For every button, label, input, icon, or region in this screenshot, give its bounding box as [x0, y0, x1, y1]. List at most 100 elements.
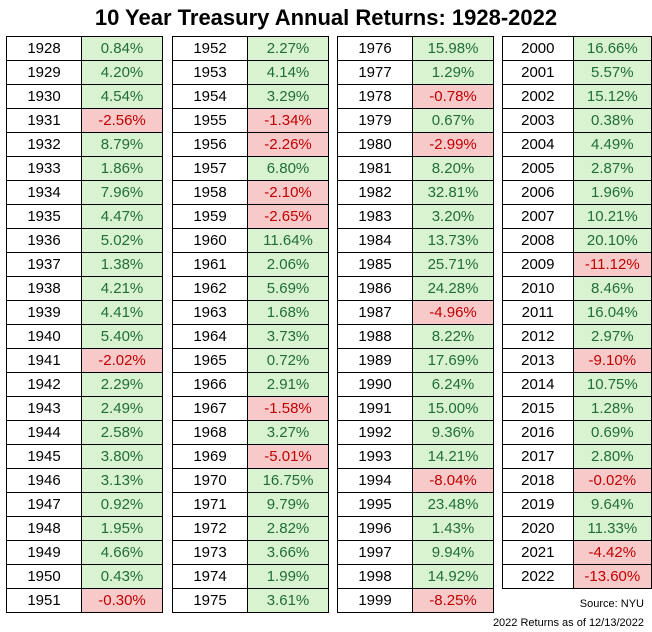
return-cell: 0.38% — [572, 108, 652, 133]
table-row: 1945 3.80% — [6, 444, 163, 469]
table-row: 2005 2.87% — [502, 156, 652, 181]
table-row: 1994 -8.04% — [337, 468, 494, 493]
table-row: 1965 0.72% — [172, 348, 329, 373]
return-cell: 4.54% — [81, 84, 163, 109]
year-cell: 1975 — [172, 588, 248, 613]
return-cell: -1.34% — [247, 108, 329, 133]
table-row: 2018 -0.02% — [502, 468, 652, 493]
return-cell: -2.02% — [81, 348, 163, 373]
year-cell: 1943 — [6, 396, 82, 421]
return-cell: 1.95% — [81, 516, 163, 541]
year-cell: 1959 — [172, 204, 248, 229]
year-cell: 1979 — [337, 108, 413, 133]
return-cell: 2.29% — [81, 372, 163, 397]
source-note: Source: NYU — [579, 598, 644, 610]
table-row: 1997 9.94% — [337, 540, 494, 565]
table-row: 1939 4.41% — [6, 300, 163, 325]
year-cell: 2015 — [502, 396, 574, 421]
table-row: 2012 2.97% — [502, 324, 652, 349]
year-cell: 1932 — [6, 132, 82, 157]
table-row: 1954 3.29% — [172, 84, 329, 109]
year-cell: 1936 — [6, 228, 82, 253]
table-row: 1976 15.98% — [337, 36, 494, 61]
table-row: 2021 -4.42% — [502, 540, 652, 565]
year-cell: 1929 — [6, 60, 82, 85]
table-row: 1941 -2.02% — [6, 348, 163, 373]
table-row: 1933 1.86% — [6, 156, 163, 181]
year-cell: 2003 — [502, 108, 574, 133]
return-cell: -2.99% — [412, 132, 494, 157]
return-cell: 3.29% — [247, 84, 329, 109]
year-cell: 1949 — [6, 540, 82, 565]
table-row: 1967 -1.58% — [172, 396, 329, 421]
table-row: 1973 3.66% — [172, 540, 329, 565]
table-row: 1971 9.79% — [172, 492, 329, 517]
year-cell: 1995 — [337, 492, 413, 517]
year-cell: 1981 — [337, 156, 413, 181]
table-row: 1943 2.49% — [6, 396, 163, 421]
year-cell: 1931 — [6, 108, 82, 133]
table-row: 2017 2.80% — [502, 444, 652, 469]
year-cell: 1984 — [337, 228, 413, 253]
table-row: 1993 14.21% — [337, 444, 494, 469]
table-row: 1998 14.92% — [337, 564, 494, 589]
return-cell: 2.97% — [572, 324, 652, 349]
year-cell: 2004 — [502, 132, 574, 157]
return-cell: 24.28% — [412, 276, 494, 301]
year-cell: 1991 — [337, 396, 413, 421]
return-cell: -0.78% — [412, 84, 494, 109]
table-row: 2008 20.10% — [502, 228, 652, 253]
year-cell: 1960 — [172, 228, 248, 253]
year-cell: 1973 — [172, 540, 248, 565]
return-cell: 8.46% — [572, 276, 652, 301]
return-cell: 0.92% — [81, 492, 163, 517]
table-row: 2022 -13.60% — [502, 564, 652, 589]
year-cell: 1957 — [172, 156, 248, 181]
year-cell: 1970 — [172, 468, 248, 493]
year-cell: 1953 — [172, 60, 248, 85]
table-row: 1978 -0.78% — [337, 84, 494, 109]
table-row: 2014 10.75% — [502, 372, 652, 397]
table-row: 1961 2.06% — [172, 252, 329, 277]
table-row: 1928 0.84% — [6, 36, 163, 61]
year-cell: 1976 — [337, 36, 413, 61]
year-cell: 2002 — [502, 84, 574, 109]
table-row: 1937 1.38% — [6, 252, 163, 277]
year-cell: 1965 — [172, 348, 248, 373]
table-row: 2020 11.33% — [502, 516, 652, 541]
return-cell: -2.10% — [247, 180, 329, 205]
table-row: 1969 -5.01% — [172, 444, 329, 469]
return-cell: 3.20% — [412, 204, 494, 229]
table-row: 1982 32.81% — [337, 180, 494, 205]
table-row: 2006 1.96% — [502, 180, 652, 205]
return-cell: 3.27% — [247, 420, 329, 445]
return-cell: 10.21% — [572, 204, 652, 229]
table-row: 1970 16.75% — [172, 468, 329, 493]
year-cell: 1963 — [172, 300, 248, 325]
table-row: 1934 7.96% — [6, 180, 163, 205]
table-row: 1992 9.36% — [337, 420, 494, 445]
year-cell: 2001 — [502, 60, 574, 85]
year-cell: 2013 — [502, 348, 574, 373]
return-cell: 1.68% — [247, 300, 329, 325]
table-row: 2013 -9.10% — [502, 348, 652, 373]
return-cell: -1.58% — [247, 396, 329, 421]
table-row: 2004 4.49% — [502, 132, 652, 157]
table-row: 1996 1.43% — [337, 516, 494, 541]
return-cell: 9.94% — [412, 540, 494, 565]
table-row: 1966 2.91% — [172, 372, 329, 397]
table-row: 1938 4.21% — [6, 276, 163, 301]
table-row: 1949 4.66% — [6, 540, 163, 565]
year-cell: 1983 — [337, 204, 413, 229]
year-cell: 1985 — [337, 252, 413, 277]
year-cell: 1994 — [337, 468, 413, 493]
return-cell: 32.81% — [412, 180, 494, 205]
table-row: 1956 -2.26% — [172, 132, 329, 157]
year-cell: 1998 — [337, 564, 413, 589]
return-cell: 1.29% — [412, 60, 494, 85]
return-cell: 2.87% — [572, 156, 652, 181]
year-cell: 1992 — [337, 420, 413, 445]
return-cell: 11.64% — [247, 228, 329, 253]
year-cell: 1945 — [6, 444, 82, 469]
table-row: 1951 -0.30% — [6, 588, 163, 613]
